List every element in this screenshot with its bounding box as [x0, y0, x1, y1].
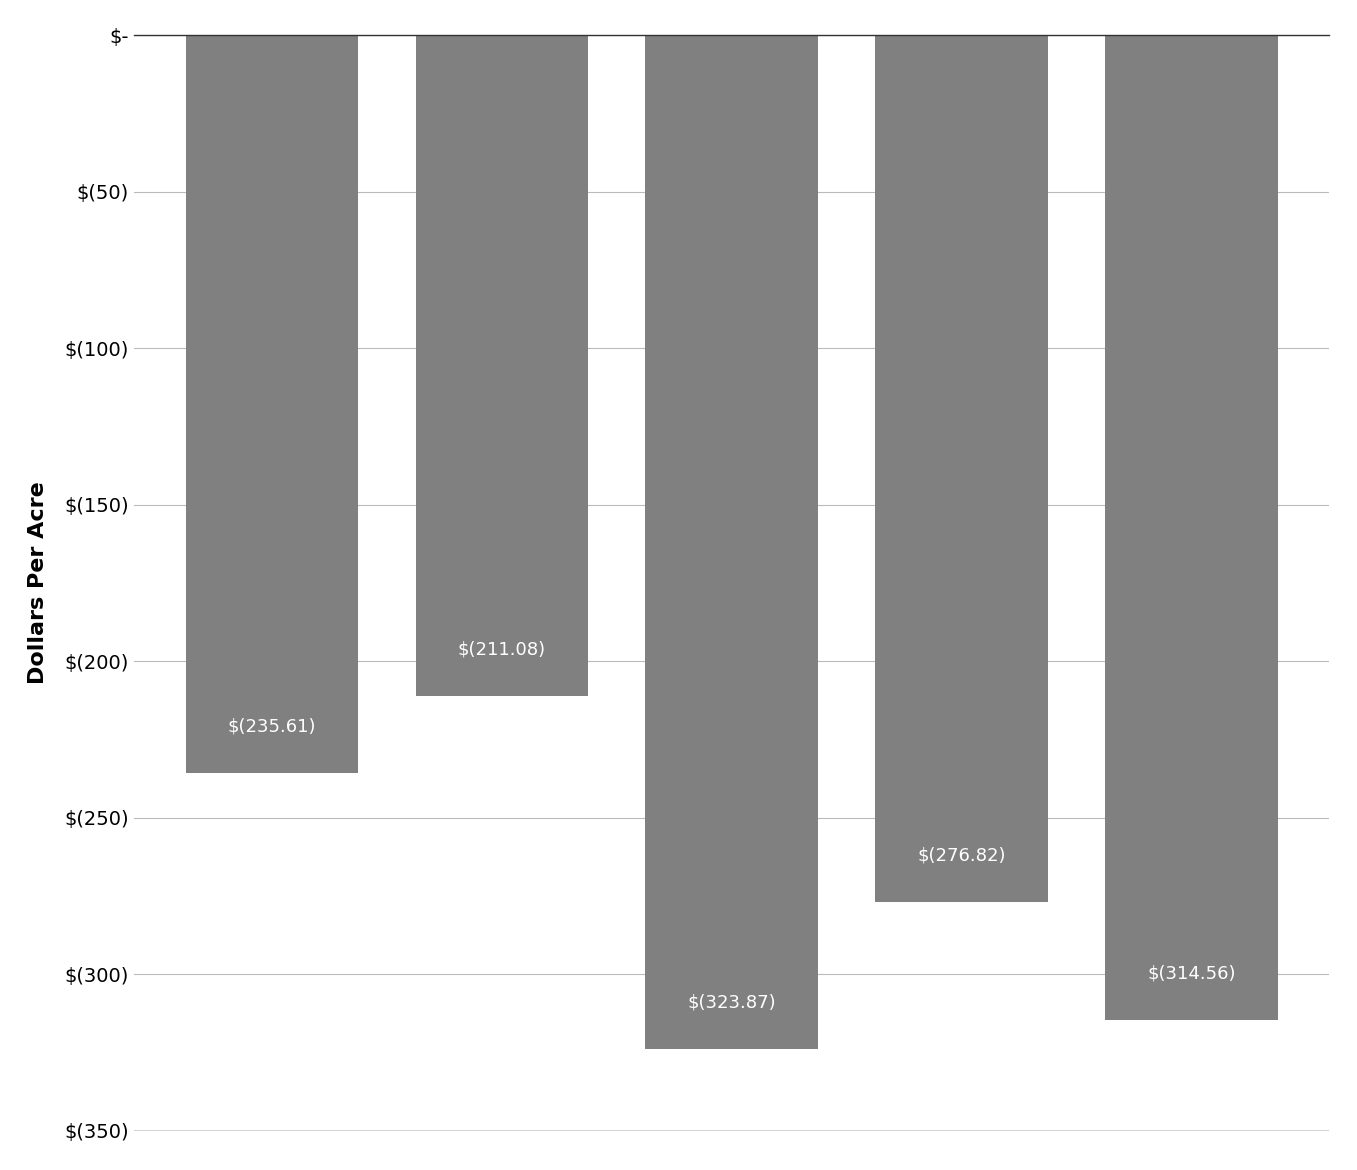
Bar — [415, 35, 588, 696]
Text: $(211.08): $(211.08) — [457, 640, 546, 659]
Bar — [1105, 35, 1277, 1020]
Bar — [875, 35, 1048, 902]
Text: $(314.56): $(314.56) — [1147, 964, 1236, 983]
Text: $(235.61): $(235.61) — [228, 717, 316, 735]
Bar — [186, 35, 358, 772]
Bar — [646, 35, 818, 1049]
Y-axis label: Dollars Per Acre: Dollars Per Acre — [27, 482, 47, 684]
X-axis label: Seed Type: Seed Type — [651, 115, 811, 143]
Text: $(323.87): $(323.87) — [687, 993, 776, 1011]
Text: $(276.82): $(276.82) — [917, 846, 1006, 865]
